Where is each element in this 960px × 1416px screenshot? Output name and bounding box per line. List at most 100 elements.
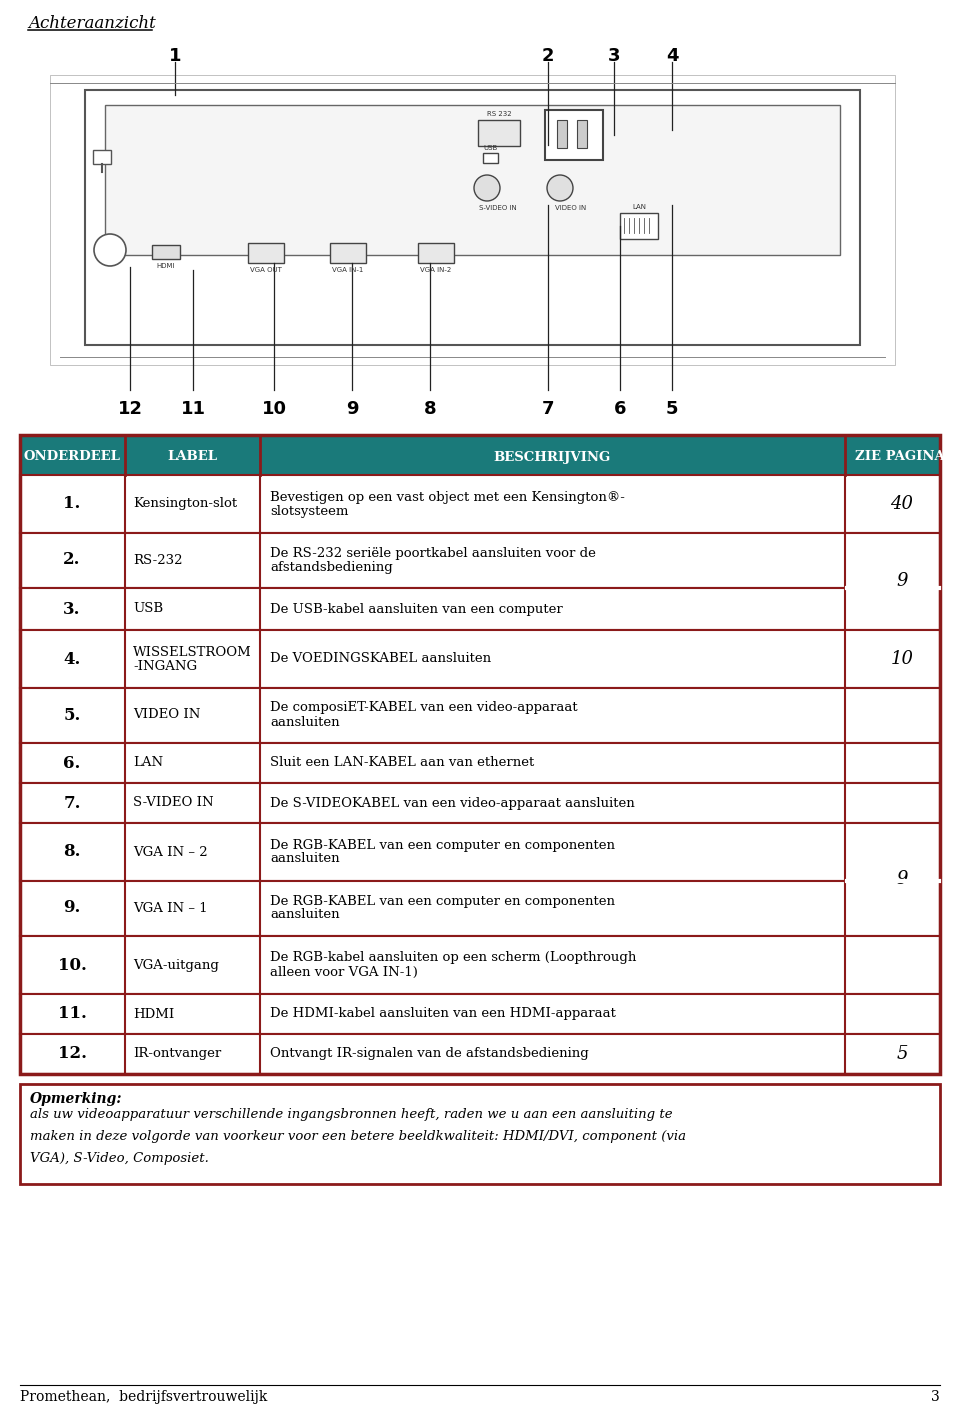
Text: 5: 5: [897, 1045, 908, 1063]
Text: 8: 8: [423, 399, 436, 418]
Bar: [20, 630, 940, 688]
Text: USB: USB: [483, 144, 497, 152]
Text: 12.: 12.: [58, 1045, 86, 1062]
Text: 5: 5: [665, 399, 679, 418]
Text: 10: 10: [891, 650, 914, 668]
Text: Opmerking:: Opmerking:: [30, 1092, 123, 1106]
Bar: [20, 688, 940, 743]
Text: USB: USB: [133, 602, 163, 616]
Text: maken in deze volgorde van voorkeur voor een betere beeldkwaliteit: HDMI/DVI, co: maken in deze volgorde van voorkeur voor…: [30, 1130, 686, 1143]
Bar: [545, 110, 603, 160]
Text: 9: 9: [897, 869, 908, 888]
Bar: [330, 244, 366, 263]
Circle shape: [474, 176, 500, 201]
Bar: [20, 588, 940, 630]
Bar: [20, 823, 940, 881]
Text: LAN: LAN: [133, 756, 163, 769]
Text: 7.: 7.: [63, 794, 81, 811]
Text: 9: 9: [346, 399, 358, 418]
Text: De RGB-KABEL van een computer en componenten: De RGB-KABEL van een computer en compone…: [270, 838, 615, 851]
Text: IR-ontvanger: IR-ontvanger: [133, 1048, 221, 1061]
Text: 4: 4: [665, 47, 679, 65]
Bar: [20, 435, 940, 474]
Text: 2: 2: [541, 47, 554, 65]
Bar: [20, 783, 940, 823]
Circle shape: [94, 234, 126, 266]
Text: RS-232: RS-232: [133, 554, 182, 566]
Text: De RGB-KABEL van een computer en componenten: De RGB-KABEL van een computer en compone…: [270, 895, 615, 908]
Text: 9: 9: [897, 572, 908, 590]
Text: Achteraanzicht: Achteraanzicht: [28, 16, 156, 33]
Text: VGA IN – 2: VGA IN – 2: [133, 845, 207, 858]
Text: VGA OUT: VGA OUT: [250, 268, 282, 273]
Text: ONDERDEEL: ONDERDEEL: [24, 450, 120, 463]
Text: De composiET-KABEL van een video-apparaat: De composiET-KABEL van een video-apparaa…: [270, 701, 578, 715]
Text: WISSELSTROOM: WISSELSTROOM: [133, 646, 252, 658]
Bar: [93, 150, 111, 164]
Text: ZIE PAGINA:: ZIE PAGINA:: [854, 450, 949, 463]
Text: 3: 3: [608, 47, 620, 65]
Text: VGA), S-Video, Composiet.: VGA), S-Video, Composiet.: [30, 1153, 209, 1165]
Text: De S-VIDEOKABEL van een video-apparaat aansluiten: De S-VIDEOKABEL van een video-apparaat a…: [270, 796, 635, 810]
Text: 6: 6: [613, 399, 626, 418]
Text: 11.: 11.: [58, 1005, 86, 1022]
Text: 12: 12: [117, 399, 142, 418]
Text: VGA IN-2: VGA IN-2: [420, 268, 451, 273]
Text: 8.: 8.: [63, 844, 81, 861]
Text: 5.: 5.: [63, 707, 81, 724]
Bar: [620, 212, 658, 239]
Bar: [85, 91, 860, 346]
Text: 40: 40: [891, 496, 914, 513]
Text: 11: 11: [180, 399, 205, 418]
Text: 2.: 2.: [63, 551, 81, 568]
Bar: [248, 244, 284, 263]
Text: 3.: 3.: [63, 600, 81, 617]
Text: aansluiten: aansluiten: [270, 715, 340, 728]
Text: 10.: 10.: [58, 956, 86, 974]
Bar: [20, 1034, 940, 1073]
Bar: [577, 120, 587, 149]
Bar: [20, 532, 940, 588]
Text: HDMI: HDMI: [156, 263, 176, 269]
Text: Ontvangt IR-signalen van de afstandsbediening: Ontvangt IR-signalen van de afstandsbedi…: [270, 1048, 588, 1061]
Text: De HDMI-kabel aansluiten van een HDMI-apparaat: De HDMI-kabel aansluiten van een HDMI-ap…: [270, 1008, 616, 1021]
Text: alleen voor VGA IN-1): alleen voor VGA IN-1): [270, 966, 418, 978]
Text: aansluiten: aansluiten: [270, 852, 340, 865]
Text: 6.: 6.: [63, 755, 81, 772]
Text: 4.: 4.: [63, 650, 81, 667]
Bar: [478, 120, 520, 146]
Bar: [105, 105, 840, 255]
Text: VGA IN – 1: VGA IN – 1: [133, 902, 207, 915]
Bar: [50, 75, 895, 365]
Text: Bevestigen op een vast object met een Kensington®-: Bevestigen op een vast object met een Ke…: [270, 490, 625, 504]
Text: 7: 7: [541, 399, 554, 418]
Bar: [483, 153, 498, 163]
Text: slotsysteem: slotsysteem: [270, 504, 348, 517]
Text: als uw videoapparatuur verschillende ingangsbronnen heeft, raden we u aan een aa: als uw videoapparatuur verschillende ing…: [30, 1107, 673, 1121]
Text: S-VIDEO IN: S-VIDEO IN: [479, 205, 516, 211]
Text: -INGANG: -INGANG: [133, 660, 197, 673]
Bar: [20, 435, 940, 1073]
Text: De VOEDINGSKABEL aansluiten: De VOEDINGSKABEL aansluiten: [270, 653, 492, 666]
Bar: [20, 881, 940, 936]
Text: 3: 3: [931, 1391, 940, 1405]
Text: De RGB-kabel aansluiten op een scherm (Loopthrough: De RGB-kabel aansluiten op een scherm (L…: [270, 952, 636, 964]
Text: Kensington-slot: Kensington-slot: [133, 497, 237, 511]
Text: BESCHRIJVING: BESCHRIJVING: [493, 450, 611, 463]
Text: VGA IN-1: VGA IN-1: [332, 268, 364, 273]
Text: 10: 10: [261, 399, 286, 418]
Bar: [418, 244, 454, 263]
Text: LABEL: LABEL: [167, 450, 217, 463]
Text: 1.: 1.: [63, 496, 81, 513]
Text: Promethean,  bedrijfsvertrouwelijk: Promethean, bedrijfsvertrouwelijk: [20, 1391, 268, 1405]
Bar: [557, 120, 567, 149]
Bar: [20, 1085, 940, 1184]
Text: De RS-232 seriële poortkabel aansluiten voor de: De RS-232 seriële poortkabel aansluiten …: [270, 547, 596, 559]
Text: 1: 1: [169, 47, 181, 65]
Text: LAN: LAN: [632, 204, 646, 210]
Text: 9.: 9.: [63, 899, 81, 916]
Bar: [20, 936, 940, 994]
Bar: [20, 743, 940, 783]
Text: VIDEO IN: VIDEO IN: [133, 708, 201, 722]
Bar: [152, 245, 180, 259]
